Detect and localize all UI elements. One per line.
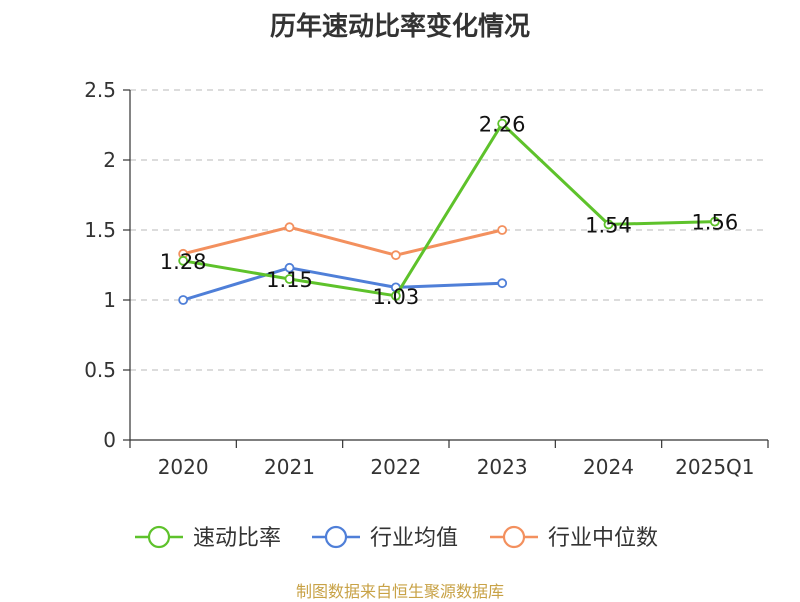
legend-marker: [502, 525, 526, 549]
data-label: 2.26: [479, 113, 526, 137]
y-tick-label: 1.5: [84, 218, 116, 242]
legend-label: 行业均值: [370, 526, 458, 551]
axes: 0 0.5 1 1.5 2 2.5 2020 2021 2022 2023 2024 2025Q1: [84, 78, 769, 479]
data-point: [284, 222, 295, 233]
data-point: [284, 262, 295, 273]
data-label: 1.03: [372, 285, 419, 309]
series-layer: [178, 118, 720, 305]
series-line: [182, 266, 503, 302]
legend-label: 速动比率: [193, 526, 281, 551]
source-note: 制图数据来自恒生聚源数据库: [295, 582, 504, 601]
data-point: [390, 250, 401, 261]
data-label: 1.15: [266, 268, 313, 292]
data-point: [603, 219, 614, 230]
data-point: [178, 255, 189, 266]
data-point: [178, 295, 189, 305]
x-tick-label: 2024: [583, 455, 634, 479]
y-tick-label: 2: [103, 148, 116, 172]
x-tick-label: 2022: [370, 455, 421, 479]
data-point: [390, 290, 401, 301]
legend-marker: [324, 525, 348, 549]
data-point: [709, 216, 720, 227]
series-line: [182, 225, 503, 257]
data-point: [497, 118, 508, 129]
data-point: [284, 274, 295, 284]
data-label: 1.56: [691, 211, 738, 235]
y-tick-label: 0: [103, 428, 116, 452]
y-tick-label: 2.5: [84, 78, 116, 102]
y-tick-label: 1: [103, 288, 116, 312]
data-label: 1.54: [585, 213, 632, 237]
grid-lines: [130, 89, 768, 371]
y-tick-label: 0.5: [84, 358, 116, 382]
data-labels: 1.28 1.15 1.03 2.26 1.54 1.56: [160, 113, 738, 309]
x-tick-label: 2025Q1: [675, 455, 754, 479]
data-label: 1.28: [160, 250, 207, 274]
x-tick-label: 2021: [264, 455, 315, 479]
series-line: [182, 122, 715, 298]
legend-label: 行业中位数: [548, 526, 658, 551]
chart-title: 历年速动比率变化情况: [269, 12, 530, 42]
data-point: [497, 225, 508, 235]
x-tick-label: 2020: [158, 455, 209, 479]
legend-marker: [147, 525, 171, 549]
x-tick-label: 2023: [477, 455, 528, 479]
data-point: [497, 278, 508, 289]
legend[interactable]: 速动比率 行业均值 行业中位数: [135, 525, 658, 551]
